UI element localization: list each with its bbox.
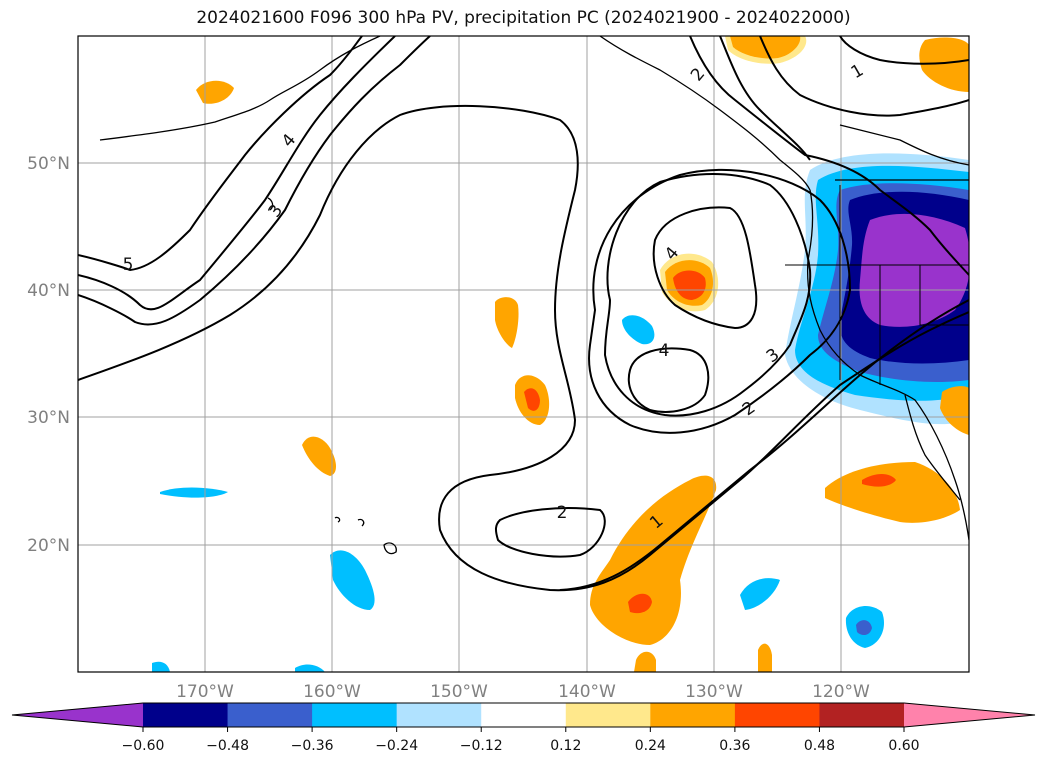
precip-shading	[152, 36, 969, 672]
precip-purple-west	[859, 213, 969, 327]
pv-contour-4-south	[627, 347, 710, 413]
pv-contour-3-west	[78, 36, 431, 326]
colorbar-right-extension	[904, 703, 1035, 727]
precip-red-center	[673, 270, 706, 300]
precip-orange-se	[825, 462, 960, 523]
precip-orange-ne	[919, 37, 969, 92]
colorbar-tick-label: 0.48	[804, 738, 835, 754]
colorbar-tick-label: −0.48	[206, 738, 249, 754]
map-title: 2024021600 F096 300 hPa PV, precipitatio…	[196, 8, 851, 28]
colorbar: −0.60 −0.48 −0.36 −0.24 −0.12 0.12 0.24 0.36 0.4…	[11, 702, 1036, 754]
colorbar-cell	[650, 703, 736, 727]
colorbar-tick-label: 0.12	[550, 738, 581, 754]
lon-label-120w: 120°W	[812, 682, 870, 702]
contour-label: 5	[123, 255, 134, 275]
map-panel: 5 4 3 4 3 2 4 2 1 1 2	[77, 35, 970, 673]
lat-label-40n: 40°N	[27, 281, 70, 301]
contour-label: 4	[659, 341, 670, 361]
lon-label-140w: 140°W	[558, 682, 616, 702]
lat-label-20n: 20°N	[27, 536, 70, 556]
longitude-labels: 170°W 160°W 150°W 140°W 130°W 120°W	[176, 682, 870, 702]
colorbar-cell	[734, 703, 820, 727]
pv-contour-1	[559, 299, 969, 591]
gridlines	[78, 36, 969, 672]
precip-red-se	[862, 474, 896, 487]
colorbar-left-extension	[12, 703, 143, 727]
precip-cyan-165w-south	[152, 661, 170, 672]
precip-orange-150w	[495, 297, 519, 348]
precip-cyan-160w-south	[295, 664, 325, 672]
precip-orange-east	[940, 386, 969, 435]
colorbar-tick-label: −0.12	[460, 738, 503, 754]
lon-label-130w: 130°W	[685, 682, 743, 702]
pv-contour-2-inner	[494, 507, 606, 558]
precip-orange-south3	[758, 643, 772, 672]
colorbar-cell	[143, 703, 229, 727]
pv-contour-4-center	[652, 206, 758, 330]
colorbar-cell	[481, 703, 567, 727]
colorbar-cell	[819, 703, 905, 727]
precip-orange-south	[590, 475, 717, 645]
lon-label-170w: 170°W	[176, 682, 234, 702]
pv-contour-3-center	[603, 173, 812, 417]
colorbar-cell	[227, 703, 313, 727]
contour-label: 2	[557, 503, 568, 523]
pv-contour-5	[78, 36, 363, 272]
colorbar-cell	[396, 703, 482, 727]
pv-contour-1-north	[719, 36, 969, 161]
colorbar-tick-label: −0.24	[375, 738, 418, 754]
lat-label-50n: 50°N	[27, 154, 70, 174]
colorbar-cell	[312, 703, 398, 727]
precip-cyan-163w	[160, 487, 228, 498]
precip-red-145w	[524, 388, 540, 411]
precip-orange-165w	[302, 436, 336, 476]
precip-blue-118w	[856, 620, 872, 636]
latitude-labels: 50°N 40°N 30°N 20°N	[27, 154, 70, 556]
colorbar-tick-label: −0.36	[291, 738, 334, 754]
colorbar-cell	[565, 703, 651, 727]
lat-label-30n: 30°N	[27, 408, 70, 428]
political-borders	[785, 185, 969, 385]
pv-contour-2-north	[689, 36, 969, 276]
lon-label-160w: 160°W	[303, 682, 361, 702]
precip-orange-south2	[634, 651, 656, 672]
map-frame	[77, 35, 970, 673]
pv-contour-4-west	[78, 36, 396, 311]
colorbar-tick-label: 0.24	[635, 738, 666, 754]
pv-contour-2-center	[588, 168, 852, 434]
pv-contours	[78, 36, 969, 592]
colorbar-tick-label: 0.36	[719, 738, 750, 754]
precip-red-south	[628, 593, 652, 614]
precip-cyan-center	[622, 315, 655, 345]
precip-cyan-160w	[330, 550, 375, 610]
colorbar-tick-label: 0.60	[888, 738, 919, 754]
precip-cyan-128w	[740, 578, 780, 610]
colorbar-tick-label: −0.60	[122, 738, 165, 754]
lon-label-150w: 150°W	[430, 682, 488, 702]
